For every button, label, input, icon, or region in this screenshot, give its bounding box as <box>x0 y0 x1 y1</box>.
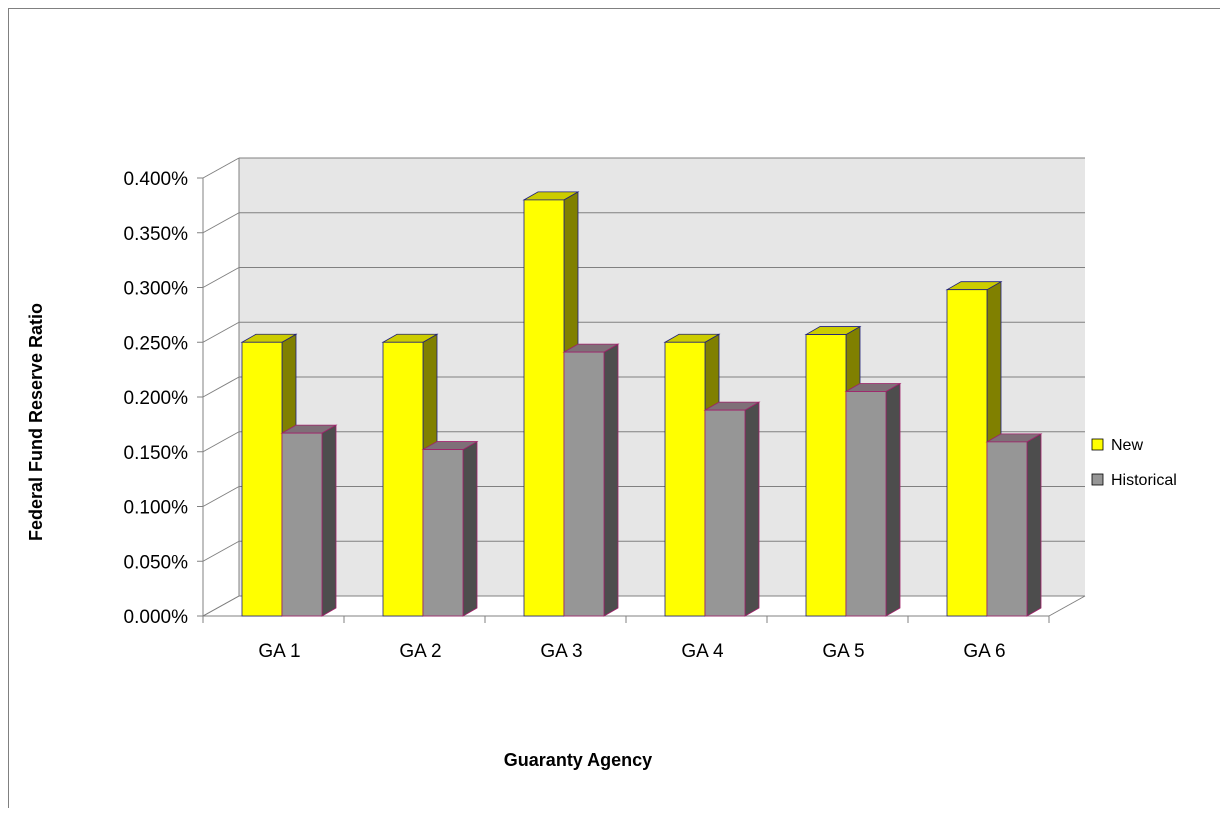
y-tick-label: 0.250% <box>124 333 189 354</box>
bar-front <box>563 351 605 617</box>
x-category-labels: GA 1 GA 2 GA 3 GA 4 GA 5 GA 6 <box>258 641 1005 662</box>
bars <box>240 191 1043 617</box>
bar-front <box>422 449 464 617</box>
floor-left-edge <box>202 595 240 617</box>
gridline-side <box>202 267 240 288</box>
y-tick-label: 0.050% <box>124 552 189 573</box>
x-category-label: GA 1 <box>258 641 300 662</box>
gridline-side <box>202 540 240 562</box>
bar-front <box>986 441 1028 617</box>
y-tick-label: 0.100% <box>124 498 189 519</box>
legend-swatch-new <box>1091 438 1104 451</box>
y-tick-label: 0.350% <box>124 224 189 245</box>
bar-historical-2 <box>421 440 479 617</box>
bar-front <box>241 341 283 617</box>
y-tick-label: 0.300% <box>124 279 189 300</box>
x-axis-title: Guaranty Agency <box>504 750 652 770</box>
y-tick-label: 0.150% <box>124 443 189 464</box>
bar-side <box>603 343 619 617</box>
gridline-side <box>202 486 240 507</box>
bar-front <box>523 199 565 617</box>
y-tick-label: 0.000% <box>124 607 189 628</box>
bar-front <box>664 341 706 617</box>
bar-side <box>885 382 901 617</box>
gridline-side <box>202 212 240 234</box>
y-tick-label: 0.400% <box>124 169 189 190</box>
bar-front <box>946 289 988 617</box>
gridline-side <box>202 157 240 179</box>
x-category-label: GA 4 <box>681 641 724 662</box>
x-category-label: GA 2 <box>399 641 441 662</box>
y-tick-label: 0.200% <box>124 388 189 409</box>
bar-front <box>845 391 887 617</box>
bar-side <box>321 424 337 617</box>
bar-historical-4 <box>703 401 761 617</box>
bar-side <box>744 401 760 617</box>
bar-front <box>805 334 847 617</box>
axes <box>197 158 1086 623</box>
gridline-side <box>202 431 240 453</box>
bar-side <box>462 440 478 617</box>
floor-right-edge <box>1048 595 1086 617</box>
bar-historical-3 <box>562 343 620 617</box>
bar-historical-6 <box>985 433 1043 617</box>
x-category-label: GA 5 <box>822 641 864 662</box>
x-category-label: GA 3 <box>540 641 582 662</box>
bar-historical-1 <box>280 424 338 617</box>
chart-frame <box>8 8 1220 808</box>
legend-label-new: New <box>1111 437 1143 454</box>
bar-historical-5 <box>844 382 902 617</box>
x-category-label: GA 6 <box>963 641 1005 662</box>
gridline-side <box>202 321 240 343</box>
legend-label-historical: Historical <box>1111 472 1177 489</box>
y-axis-title: Federal Fund Reserve Ratio <box>26 303 46 541</box>
legend: New Historical <box>1091 437 1177 489</box>
bar-side <box>1026 433 1042 617</box>
bar-front <box>704 409 746 617</box>
y-tick-labels: 0.000% 0.050% 0.100% 0.150% 0.200% 0.250% 0.30… <box>124 169 189 628</box>
gridline-side <box>202 376 240 398</box>
bar-front <box>382 341 424 617</box>
bar-front <box>281 432 323 617</box>
legend-swatch-historical <box>1091 473 1104 486</box>
